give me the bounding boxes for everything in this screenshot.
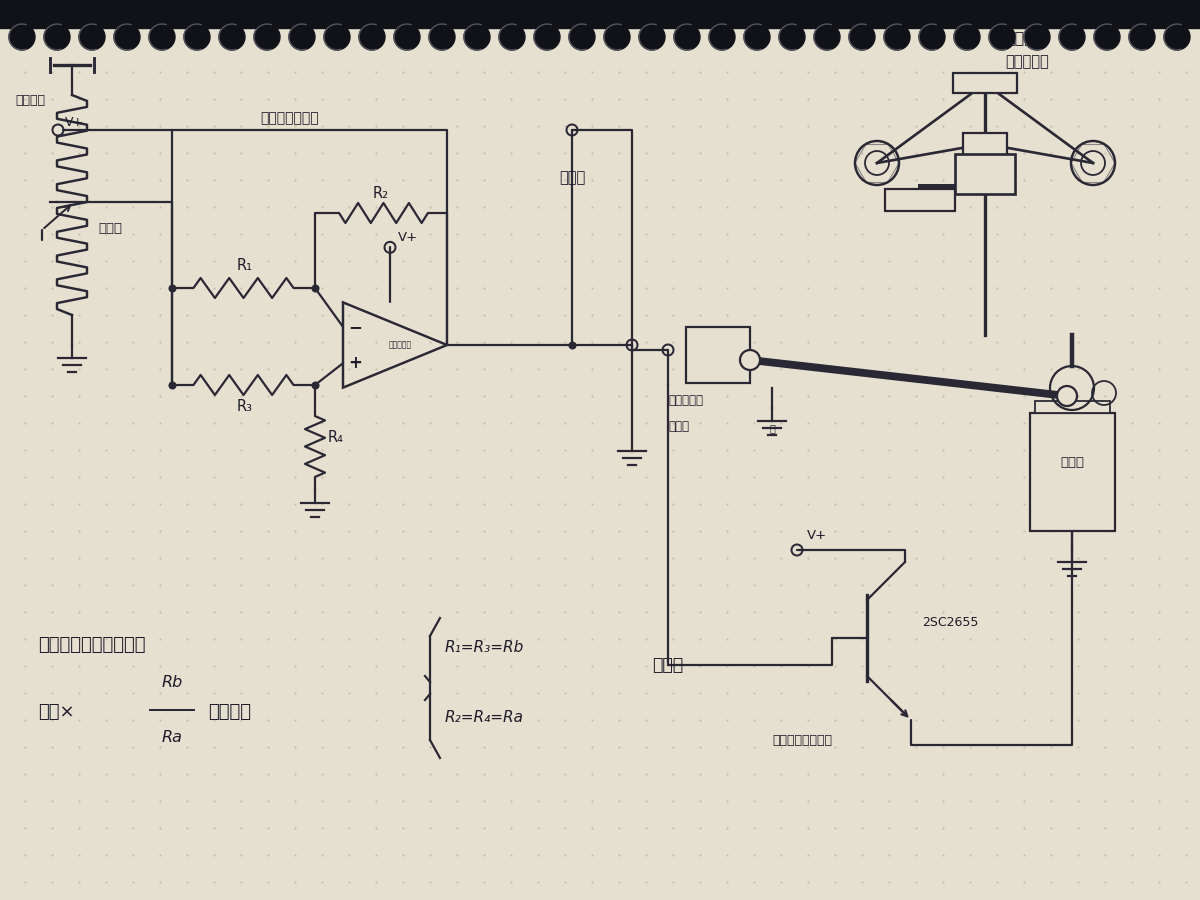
Polygon shape xyxy=(79,24,106,50)
Text: 目標値－制御量＝偏差: 目標値－制御量＝偏差 xyxy=(38,636,145,654)
Polygon shape xyxy=(919,24,946,50)
Text: モータ: モータ xyxy=(1060,455,1084,469)
Polygon shape xyxy=(534,24,560,50)
Polygon shape xyxy=(884,24,910,50)
Text: メータ: メータ xyxy=(668,420,689,434)
Polygon shape xyxy=(954,24,980,50)
Polygon shape xyxy=(640,24,665,50)
Text: フィードバック: フィードバック xyxy=(260,111,319,125)
Polygon shape xyxy=(779,24,805,50)
Text: V+: V+ xyxy=(65,115,84,129)
Polygon shape xyxy=(430,24,455,50)
Text: ポテンショ: ポテンショ xyxy=(668,393,703,407)
Polygon shape xyxy=(324,24,350,50)
Text: R₂: R₂ xyxy=(373,185,389,201)
Polygon shape xyxy=(10,24,35,50)
Text: ガバナー: ガバナー xyxy=(1004,31,1044,46)
Polygon shape xyxy=(220,24,245,50)
Text: 偏差×: 偏差× xyxy=(38,703,74,721)
Bar xyxy=(962,133,1007,159)
Polygon shape xyxy=(850,24,875,50)
Polygon shape xyxy=(989,24,1015,50)
Bar xyxy=(686,327,750,383)
Polygon shape xyxy=(149,24,175,50)
Polygon shape xyxy=(289,24,314,50)
Bar xyxy=(953,73,1018,93)
Polygon shape xyxy=(709,24,734,50)
Text: R₃: R₃ xyxy=(238,400,253,415)
Text: 目標値: 目標値 xyxy=(98,221,122,235)
Text: 操作量: 操作量 xyxy=(652,656,683,674)
Polygon shape xyxy=(1024,24,1050,50)
Text: +: + xyxy=(348,355,362,373)
Text: オペアンプ: オペアンプ xyxy=(389,340,412,349)
Text: Rb: Rb xyxy=(161,675,182,690)
Text: 制御量: 制御量 xyxy=(559,170,586,185)
Text: R₂=R₄=Ra: R₂=R₄=Ra xyxy=(445,710,524,725)
Text: R₁: R₁ xyxy=(238,258,253,274)
Text: エミッタフォロワ: エミッタフォロワ xyxy=(772,734,832,748)
Polygon shape xyxy=(464,24,490,50)
Text: V+: V+ xyxy=(808,529,827,542)
Text: （調速機）: （調速機） xyxy=(1004,55,1049,69)
Circle shape xyxy=(740,350,760,370)
Text: 可変抵抗: 可変抵抗 xyxy=(14,94,46,106)
Polygon shape xyxy=(359,24,385,50)
Polygon shape xyxy=(254,24,280,50)
Polygon shape xyxy=(604,24,630,50)
Polygon shape xyxy=(814,24,840,50)
Polygon shape xyxy=(744,24,770,50)
Polygon shape xyxy=(184,24,210,50)
Text: −: − xyxy=(348,318,362,336)
Text: R₄: R₄ xyxy=(328,430,344,445)
Text: V+: V+ xyxy=(398,231,418,244)
Text: ⏚: ⏚ xyxy=(769,423,775,433)
Text: ＝操作量: ＝操作量 xyxy=(208,703,251,721)
Polygon shape xyxy=(1060,24,1085,50)
Polygon shape xyxy=(1164,24,1190,50)
Bar xyxy=(955,154,1015,194)
Polygon shape xyxy=(44,24,70,50)
Polygon shape xyxy=(114,24,140,50)
Polygon shape xyxy=(569,24,595,50)
Polygon shape xyxy=(674,24,700,50)
Circle shape xyxy=(1057,386,1078,406)
Polygon shape xyxy=(394,24,420,50)
Bar xyxy=(886,189,955,211)
Polygon shape xyxy=(1129,24,1154,50)
Text: Ra: Ra xyxy=(162,730,182,745)
Text: R₁=R₃=Rb: R₁=R₃=Rb xyxy=(445,641,524,655)
Text: 2SC2655: 2SC2655 xyxy=(922,616,978,629)
Bar xyxy=(1030,413,1115,531)
Polygon shape xyxy=(1094,24,1120,50)
Polygon shape xyxy=(499,24,524,50)
Bar xyxy=(1034,401,1110,413)
